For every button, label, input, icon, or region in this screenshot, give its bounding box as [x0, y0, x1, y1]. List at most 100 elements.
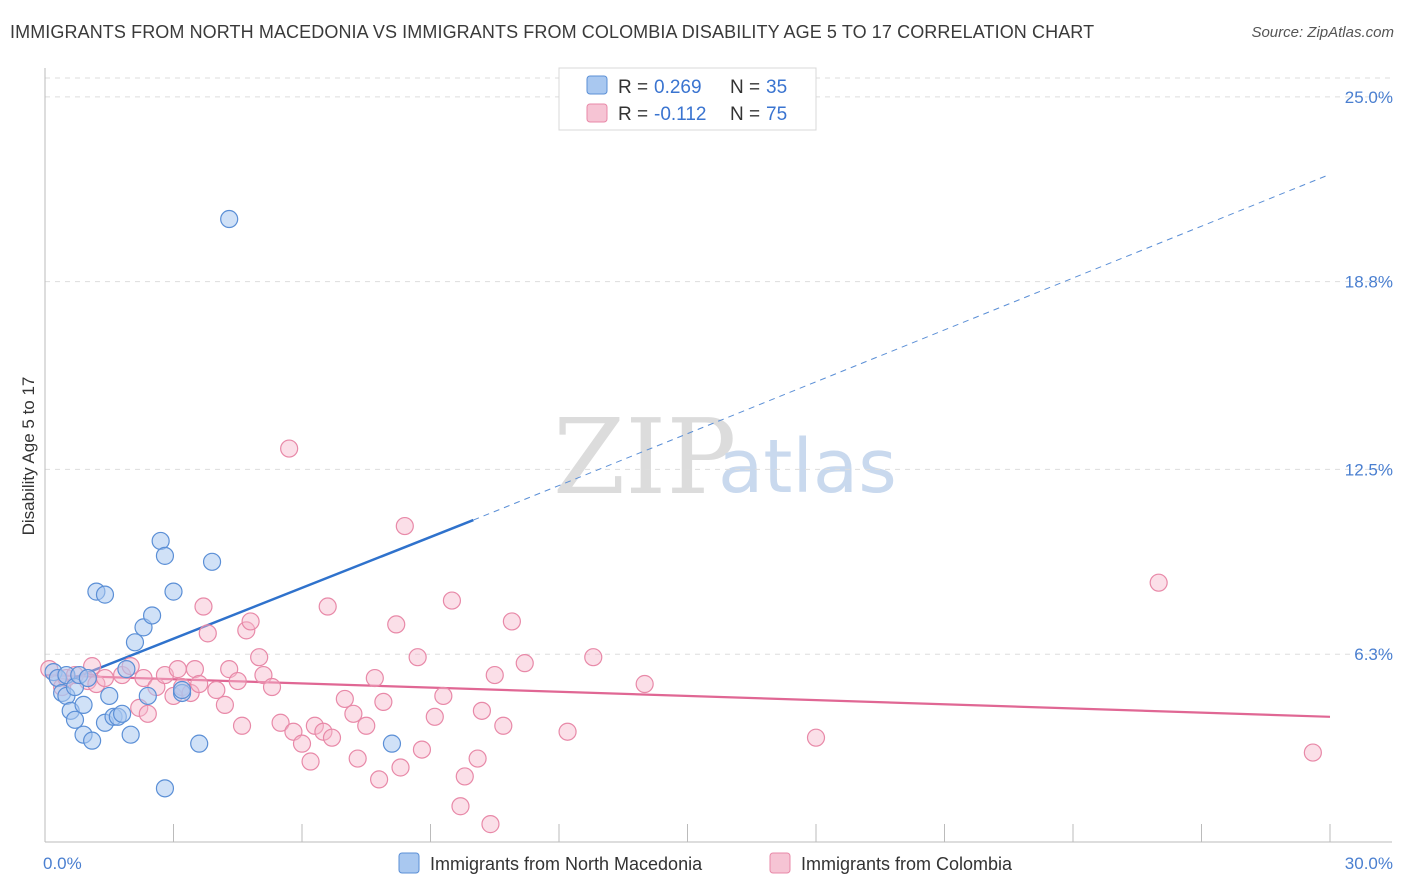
trend-line-north-macedonia-extended [473, 173, 1331, 521]
bottom-legend-swatch-pink [769, 852, 791, 874]
point-north-macedonia [220, 209, 239, 229]
point-north-macedonia [65, 710, 85, 729]
y-tick-label: 6.3% [1354, 645, 1393, 664]
point-colombia [322, 728, 342, 747]
legend-swatch-pink [586, 103, 608, 123]
point-north-macedonia [142, 606, 162, 625]
point-colombia [365, 668, 384, 688]
point-north-macedonia [117, 660, 136, 679]
legend-r-value: -0.112 [654, 104, 706, 125]
point-north-macedonia [138, 686, 157, 706]
bottom-legend-label-colombia: Immigrants from Colombia [801, 854, 1013, 874]
point-colombia [168, 660, 187, 679]
point-colombia [228, 671, 247, 691]
bottom-legend-swatch-blue [398, 852, 420, 874]
point-colombia [485, 665, 504, 685]
point-colombia [468, 749, 487, 768]
bottom-legend: Immigrants from North Macedonia Immigran… [398, 852, 1013, 874]
point-colombia [185, 660, 205, 679]
point-colombia [455, 767, 474, 786]
legend-n-value: 35 [766, 77, 787, 98]
point-colombia [425, 707, 444, 726]
point-colombia [232, 716, 252, 735]
point-colombia [374, 692, 393, 712]
bottom-legend-label-north-macedonia: Immigrants from North Macedonia [430, 854, 703, 874]
point-colombia [190, 674, 209, 694]
point-colombia [387, 615, 406, 634]
point-north-macedonia [190, 734, 209, 753]
point-colombia [472, 701, 491, 720]
x-tick-labels: 0.0% 30.0% [43, 854, 1393, 873]
y-tick-label: 25.0% [1345, 88, 1393, 107]
point-colombia [434, 686, 453, 706]
watermark-atlas: atlas [718, 424, 897, 510]
point-colombia [318, 597, 337, 616]
point-north-macedonia [95, 585, 115, 604]
points-colombia [40, 439, 1322, 834]
point-colombia [502, 612, 521, 631]
point-north-macedonia [382, 734, 402, 753]
point-colombia [280, 439, 299, 458]
trend-line-north-macedonia [65, 518, 474, 683]
point-colombia [301, 752, 320, 771]
point-colombia [237, 621, 256, 640]
point-colombia [215, 695, 234, 714]
point-colombia [515, 654, 534, 673]
point-north-macedonia [121, 725, 140, 744]
point-north-macedonia [78, 668, 97, 688]
point-north-macedonia [83, 731, 102, 750]
point-colombia [134, 668, 153, 688]
point-colombia [806, 728, 826, 747]
point-colombia [391, 758, 410, 777]
point-colombia [1303, 743, 1322, 762]
point-colombia [584, 648, 603, 667]
point-north-macedonia [202, 552, 222, 571]
point-colombia [95, 668, 115, 688]
point-colombia [408, 648, 427, 667]
point-colombia [395, 516, 414, 536]
y-tick-labels: 6.3% 12.5% 18.8% 25.0% [1345, 88, 1393, 664]
point-colombia [271, 713, 290, 732]
point-north-macedonia [164, 582, 183, 601]
point-north-macedonia [125, 633, 145, 652]
point-north-macedonia [155, 779, 175, 798]
point-colombia [198, 624, 217, 643]
axes [44, 68, 1392, 843]
point-north-macedonia [100, 686, 119, 706]
point-colombia [138, 704, 157, 723]
point-colombia [494, 716, 513, 735]
point-colombia [451, 797, 470, 816]
point-colombia [348, 749, 367, 768]
watermark-zip: ZIP [553, 396, 736, 518]
gridlines [45, 77, 1392, 655]
point-colombia [344, 704, 363, 723]
y-tick-label: 18.8% [1345, 273, 1393, 292]
point-colombia [635, 674, 654, 694]
point-north-macedonia [172, 680, 192, 700]
point-colombia [207, 680, 226, 700]
point-colombia [262, 677, 282, 697]
y-tick-label: 12.5% [1345, 460, 1393, 479]
point-north-macedonia [155, 546, 175, 565]
point-colombia [370, 770, 389, 789]
point-colombia [241, 612, 260, 631]
point-north-macedonia [112, 704, 132, 723]
point-colombia [481, 815, 500, 834]
y-axis-label: Disability Age 5 to 17 [19, 377, 38, 536]
points-north-macedonia [44, 209, 402, 798]
point-colombia [1149, 573, 1168, 592]
point-colombia [558, 722, 577, 741]
point-colombia [442, 591, 462, 610]
point-colombia [194, 597, 213, 616]
point-colombia [335, 689, 354, 709]
point-colombia [292, 734, 312, 753]
legend-n-value: 75 [766, 104, 787, 125]
point-colombia [250, 648, 269, 667]
legend-r-label: R = [618, 104, 648, 125]
x-tick-label: 0.0% [43, 854, 82, 873]
chart-title: IMMIGRANTS FROM NORTH MACEDONIA VS IMMIG… [10, 22, 1095, 42]
legend-swatch-blue [586, 75, 608, 95]
legend-r-label: R = [618, 77, 648, 98]
x-tick-label: 30.0% [1345, 854, 1393, 873]
